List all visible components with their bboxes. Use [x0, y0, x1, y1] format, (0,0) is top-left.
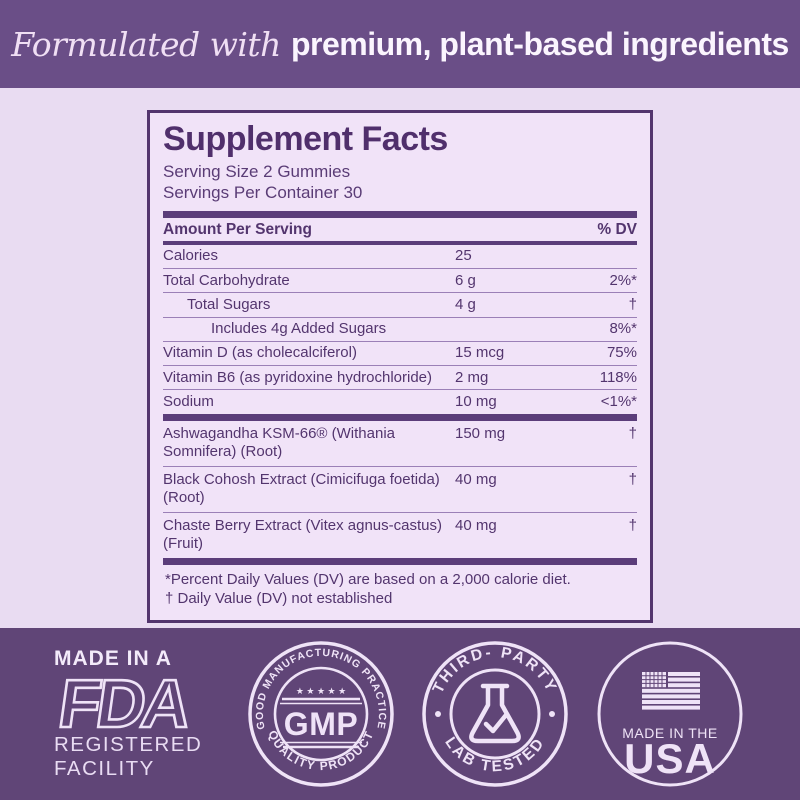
table-row: Total Carbohydrate 6 g 2%* — [163, 268, 637, 292]
nutrient-name: Black Cohosh Extract (Cimicifuga foetida… — [163, 470, 440, 507]
label-body: Supplement Facts Serving Size 2 Gummies … — [0, 88, 800, 628]
nutrient-amount: 10 mg — [455, 392, 497, 410]
content-column: Supplement Facts Serving Size 2 Gummies … — [147, 110, 653, 628]
table-row: Black Cohosh Extract (Cimicifuga foetida… — [163, 465, 637, 512]
fda-facility-text: FACILITY — [54, 757, 155, 780]
top-banner: Formulated with premium, plant-based ing… — [0, 0, 800, 88]
header-percent-dv: % DV — [597, 220, 637, 238]
nutrient-dv: † — [628, 424, 637, 442]
nutrient-name: Vitamin D (as cholecalciferol) — [163, 344, 357, 362]
nutrient-name: Includes 4g Added Sugars — [211, 320, 387, 338]
nutrient-name: Calories — [163, 247, 219, 265]
panel-title: Supplement Facts — [163, 120, 448, 158]
usa-seal-icon: MADE IN THE USA — [597, 641, 743, 787]
nutrient-dv: 75% — [606, 344, 637, 362]
nutrient-amount: 6 g — [455, 271, 476, 289]
header-amount-per-serving: Amount Per Serving — [163, 220, 312, 238]
certification-badges-band: MADE IN A FDA REGISTERED FACILITY GOOD M… — [0, 628, 800, 800]
gmp-seal-icon: GOOD MANUFACTURING PRACTICE ★ ★ ★ ★ ★ GM… — [248, 641, 394, 787]
divider-thick — [163, 413, 637, 421]
nutrient-amount: 15 mcg — [455, 344, 505, 362]
nutrient-name: Ashwagandha KSM-66® (Withania Somnifera)… — [163, 424, 396, 461]
serving-size: Serving Size 2 Gummies — [163, 162, 351, 182]
servings-per-container: Servings Per Container 30 — [163, 183, 363, 203]
usa-made-in-the-text: MADE IN THE — [622, 725, 717, 741]
table-row: Vitamin D (as cholecalciferol) 15 mcg 75… — [163, 340, 637, 365]
nutrient-amount: 150 mg — [455, 424, 506, 442]
banner-italic-text: Formulated with — [11, 24, 281, 64]
gmp-outer-ring — [248, 641, 394, 787]
nutrient-amount: 2 mg — [455, 368, 489, 386]
gmp-badge: GOOD MANUFACTURING PRACTICE ★ ★ ★ ★ ★ GM… — [246, 639, 396, 789]
fda-made-in-a-text: MADE IN A — [54, 647, 172, 671]
nutrient-amount: 40 mg — [455, 470, 497, 488]
botanical-rows: Ashwagandha KSM-66® (Withania Somnifera)… — [163, 421, 637, 558]
divider-thick — [163, 210, 637, 218]
nutrient-name: Vitamin B6 (as pyridoxine hydrochloride) — [163, 368, 433, 386]
usa-text: USA — [624, 735, 716, 782]
gmp-inner-ring — [273, 666, 369, 762]
nutrient-dv: 2%* — [609, 271, 637, 289]
usa-outer-ring — [597, 641, 743, 787]
us-flag-icon — [642, 672, 700, 710]
fda-registered-badge: MADE IN A FDA REGISTERED FACILITY — [54, 647, 222, 780]
footnote-dv: *Percent Daily Values (DV) are based on … — [165, 570, 571, 588]
table-row: Sodium 10 mg <1%* — [163, 389, 637, 413]
nutrient-name: Total Carbohydrate — [163, 271, 290, 289]
dot-icon — [435, 711, 441, 717]
nutrient-dv: † — [628, 516, 637, 534]
fda-logo-text: FDA — [54, 671, 195, 733]
nutrient-amount: 4 g — [455, 295, 476, 313]
table-row: Ashwagandha KSM-66® (Withania Somnifera)… — [163, 421, 637, 466]
nutrient-name: Chaste Berry Extract (Vitex agnus-castus… — [163, 516, 442, 553]
divider-thick — [163, 557, 637, 565]
nutrient-rows: Calories 25 Total Carbohydrate 6 g 2%* T… — [163, 245, 637, 414]
divider-thick — [163, 240, 637, 245]
nutrient-amount: 25 — [455, 247, 472, 265]
made-in-usa-badge: MADE IN THE USA — [594, 639, 746, 789]
nutrient-amount: 40 mg — [455, 516, 497, 534]
footnotes: *Percent Daily Values (DV) are based on … — [163, 565, 637, 611]
nutrient-dv: † — [628, 470, 637, 488]
banner-bold-text: premium, plant-based ingredients — [290, 25, 789, 62]
footnote-dagger: † Daily Value (DV) not established — [165, 590, 393, 608]
third-party-outer-ring — [422, 641, 568, 787]
nutrient-name: Sodium — [163, 392, 214, 410]
nutrient-dv: <1%* — [600, 392, 637, 410]
nutrient-name: Total Sugars — [187, 295, 271, 313]
nutrient-dv: 8%* — [609, 320, 637, 338]
nutrient-dv: 118% — [599, 368, 637, 386]
table-header: Amount Per Serving % DV — [163, 218, 637, 241]
supplement-facts-panel: Supplement Facts Serving Size 2 Gummies … — [147, 110, 653, 623]
table-row: Chaste Berry Extract (Vitex agnus-castus… — [163, 511, 637, 558]
flask-check-icon — [469, 683, 521, 744]
stars-icon: ★ ★ ★ ★ ★ — [296, 686, 346, 696]
third-party-lab-tested-badge: THIRD- PARTY LAB TESTED — [420, 639, 570, 789]
lab-tested-seal-icon: THIRD- PARTY LAB TESTED — [422, 641, 568, 787]
third-party-inner-ring — [449, 668, 541, 760]
gmp-center-text: GMP — [284, 706, 358, 742]
nutrient-dv: † — [628, 295, 637, 313]
fda-logo-icon: FDA — [54, 671, 196, 733]
dot-icon — [549, 711, 555, 717]
table-row: Vitamin B6 (as pyridoxine hydrochloride)… — [163, 365, 637, 389]
table-row: Calories 25 — [163, 245, 637, 268]
table-row: Includes 4g Added Sugars 8%* — [163, 316, 637, 341]
table-row: Total Sugars 4 g † — [163, 292, 637, 316]
fda-registered-text: REGISTERED — [54, 733, 203, 757]
